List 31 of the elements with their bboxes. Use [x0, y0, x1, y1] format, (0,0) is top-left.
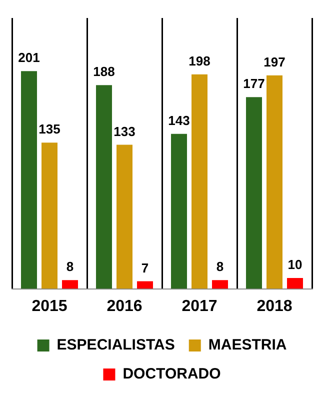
bar — [21, 71, 37, 289]
data-label: 177 — [243, 76, 265, 92]
x-tick-label: 2016 — [106, 298, 142, 315]
data-label: 8 — [66, 259, 74, 274]
legend-label: DOCTORADO — [122, 366, 222, 383]
bar — [62, 280, 78, 289]
data-label: 198 — [188, 53, 210, 68]
bar — [42, 142, 58, 289]
legend-label: ESPECIALISTAS — [56, 336, 175, 354]
data-label: 197 — [264, 54, 286, 70]
bar — [137, 281, 153, 289]
legend-label: MAESTRIA — [208, 336, 287, 354]
bar — [171, 134, 187, 289]
data-label: 143 — [168, 112, 190, 128]
data-label: 7 — [141, 260, 149, 276]
data-label: 201 — [18, 50, 40, 66]
bar — [192, 74, 208, 289]
data-label: 8 — [216, 259, 224, 274]
bar — [287, 278, 303, 289]
data-label: 135 — [38, 122, 60, 137]
data-label: 188 — [93, 64, 115, 80]
bar — [246, 97, 262, 289]
data-label: 133 — [114, 124, 136, 139]
bar — [116, 144, 132, 289]
bar — [212, 280, 228, 289]
x-tick-label: 2015 — [32, 298, 68, 315]
x-tick-label: 2018 — [256, 298, 292, 315]
data-label: 10 — [288, 257, 302, 272]
x-tick-label: 2017 — [182, 298, 218, 315]
bar — [266, 75, 282, 289]
bar — [96, 85, 112, 289]
